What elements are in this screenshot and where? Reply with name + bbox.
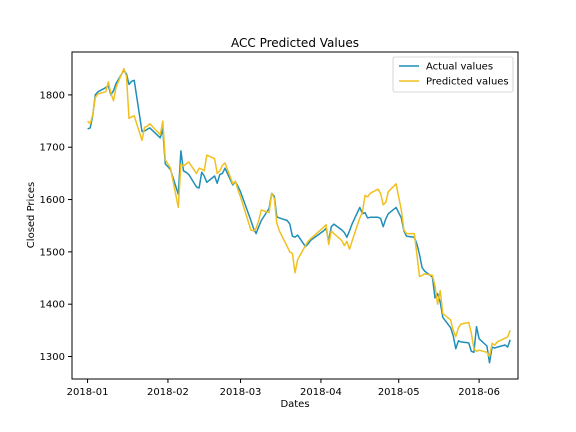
y-tick-label: 1500 xyxy=(40,247,65,258)
series-line-0 xyxy=(87,69,511,364)
x-axis: 2018-01 2018-02 2018-03 2018-04 2018-05 2018-… xyxy=(67,379,500,398)
y-tick-label: 1400 xyxy=(40,300,65,311)
y-axis-label: Closed Prices xyxy=(26,182,37,248)
x-tick-label: 2018-05 xyxy=(378,387,420,398)
legend-box xyxy=(392,56,514,93)
legend-label-1: Predicted values xyxy=(426,77,509,88)
legend-label-0: Actual values xyxy=(426,62,493,73)
x-tick-label: 2018-06 xyxy=(458,387,500,398)
plot-area-frame xyxy=(71,51,519,380)
x-tick-label: 2018-04 xyxy=(300,387,342,398)
chart-title: ACC Predicted Values xyxy=(231,36,359,50)
y-tick-label: 1600 xyxy=(40,195,65,206)
legend-entries: Actual values Predicted values xyxy=(399,62,509,88)
series-layer xyxy=(87,67,511,364)
x-tick-label: 2018-03 xyxy=(220,387,262,398)
x-tick-label: 2018-02 xyxy=(147,387,189,398)
y-tick-label: 1300 xyxy=(40,352,65,363)
legend: Actual values Predicted values xyxy=(392,56,514,93)
x-tick-label: 2018-01 xyxy=(67,387,109,398)
y-tick-label: 1700 xyxy=(40,143,65,154)
series-line-1 xyxy=(87,67,511,358)
y-axis: 1300 1400 1500 1600 1700 1800 xyxy=(40,90,72,363)
x-axis-label: Dates xyxy=(280,399,309,410)
y-tick-label: 1800 xyxy=(40,90,65,101)
